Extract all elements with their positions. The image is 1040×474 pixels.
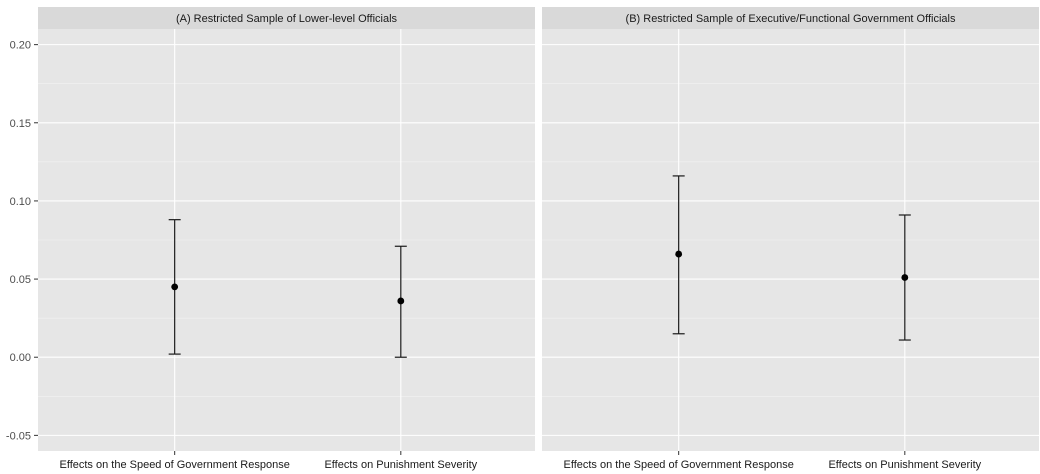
panel-strip: [542, 7, 1039, 29]
x-tick-label: Effects on the Speed of Government Respo…: [564, 459, 794, 471]
panel-strip: [38, 7, 535, 29]
y-tick-label: -0.05: [6, 430, 31, 442]
panel-title: (A) Restricted Sample of Lower-level Off…: [176, 13, 398, 25]
panel-b: (B) Restricted Sample of Executive/Funct…: [542, 7, 1039, 471]
y-tick-label: 0.20: [10, 40, 31, 52]
y-tick-label: 0.15: [10, 118, 31, 130]
x-tick-label: Effects on the Speed of Government Respo…: [60, 459, 290, 471]
point-estimate: [171, 283, 179, 291]
point-estimate: [901, 274, 909, 281]
point-estimate: [397, 297, 405, 305]
y-axis: -0.05 0.00 0.05 0.10 0.15 0.20: [6, 40, 38, 442]
y-tick-label: 0.00: [10, 352, 31, 364]
y-tick-label: 0.05: [10, 274, 31, 286]
panels-layer: (A) Restricted Sample of Lower-level Off…: [38, 7, 1039, 471]
y-tick-label: 0.10: [10, 196, 31, 208]
x-tick-label: Effects on Punishment Severity: [828, 459, 981, 471]
panel-title: (B) Restricted Sample of Executive/Funct…: [626, 13, 956, 25]
x-tick-label: Effects on Punishment Severity: [324, 459, 477, 471]
point-estimate: [675, 250, 683, 258]
panel-a: (A) Restricted Sample of Lower-level Off…: [38, 7, 535, 471]
